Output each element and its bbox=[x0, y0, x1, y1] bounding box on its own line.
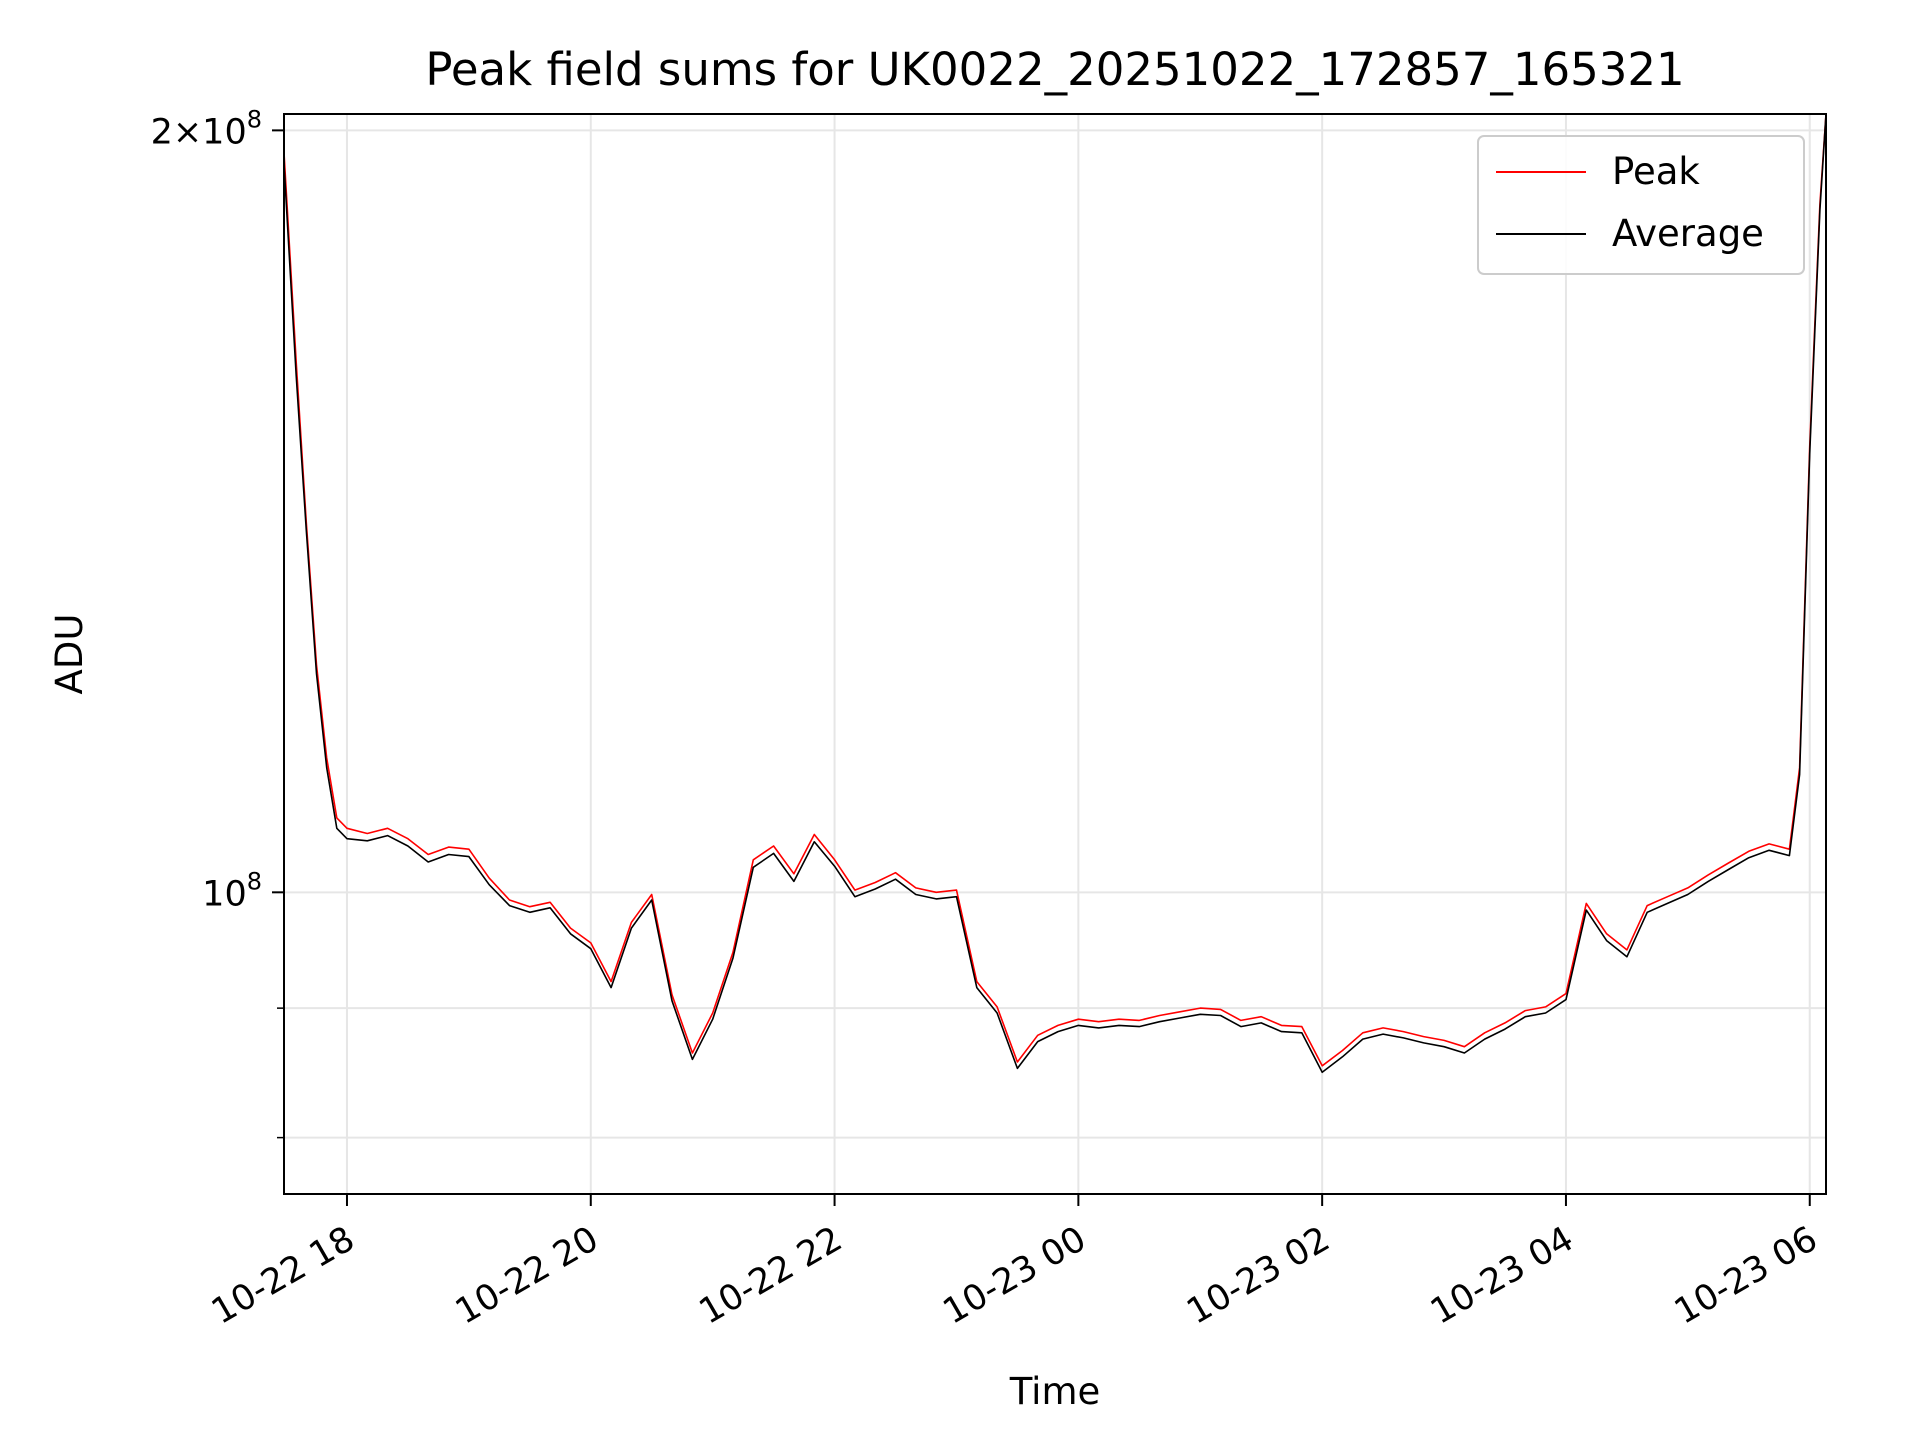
series-layer bbox=[283, 113, 1827, 1074]
legend-box bbox=[1477, 135, 1805, 275]
legend-label-peak: Peak bbox=[1612, 150, 1700, 193]
grid bbox=[284, 114, 1826, 1194]
y-tick-label: 108 bbox=[202, 867, 262, 914]
y-tick-label-exponent: 8 bbox=[247, 105, 262, 133]
y-tick-label: 2×108 bbox=[151, 105, 262, 152]
plot-frame bbox=[283, 113, 1827, 1195]
y-tick-label-exponent: 8 bbox=[247, 867, 262, 895]
series-line-average bbox=[283, 113, 1827, 1074]
x-axis-label: Time bbox=[1009, 1370, 1101, 1413]
legend-label-average: Average bbox=[1612, 212, 1764, 255]
chart-title: Peak field sums for UK0022_20251022_1728… bbox=[425, 43, 1684, 96]
y-tick-label-base: 10 bbox=[202, 874, 247, 914]
y-tick-label-base: 2×10 bbox=[151, 112, 247, 152]
series-line-peak bbox=[283, 113, 1827, 1067]
legend: Peak Average bbox=[1477, 135, 1805, 275]
y-axis-label: ADU bbox=[48, 614, 91, 695]
